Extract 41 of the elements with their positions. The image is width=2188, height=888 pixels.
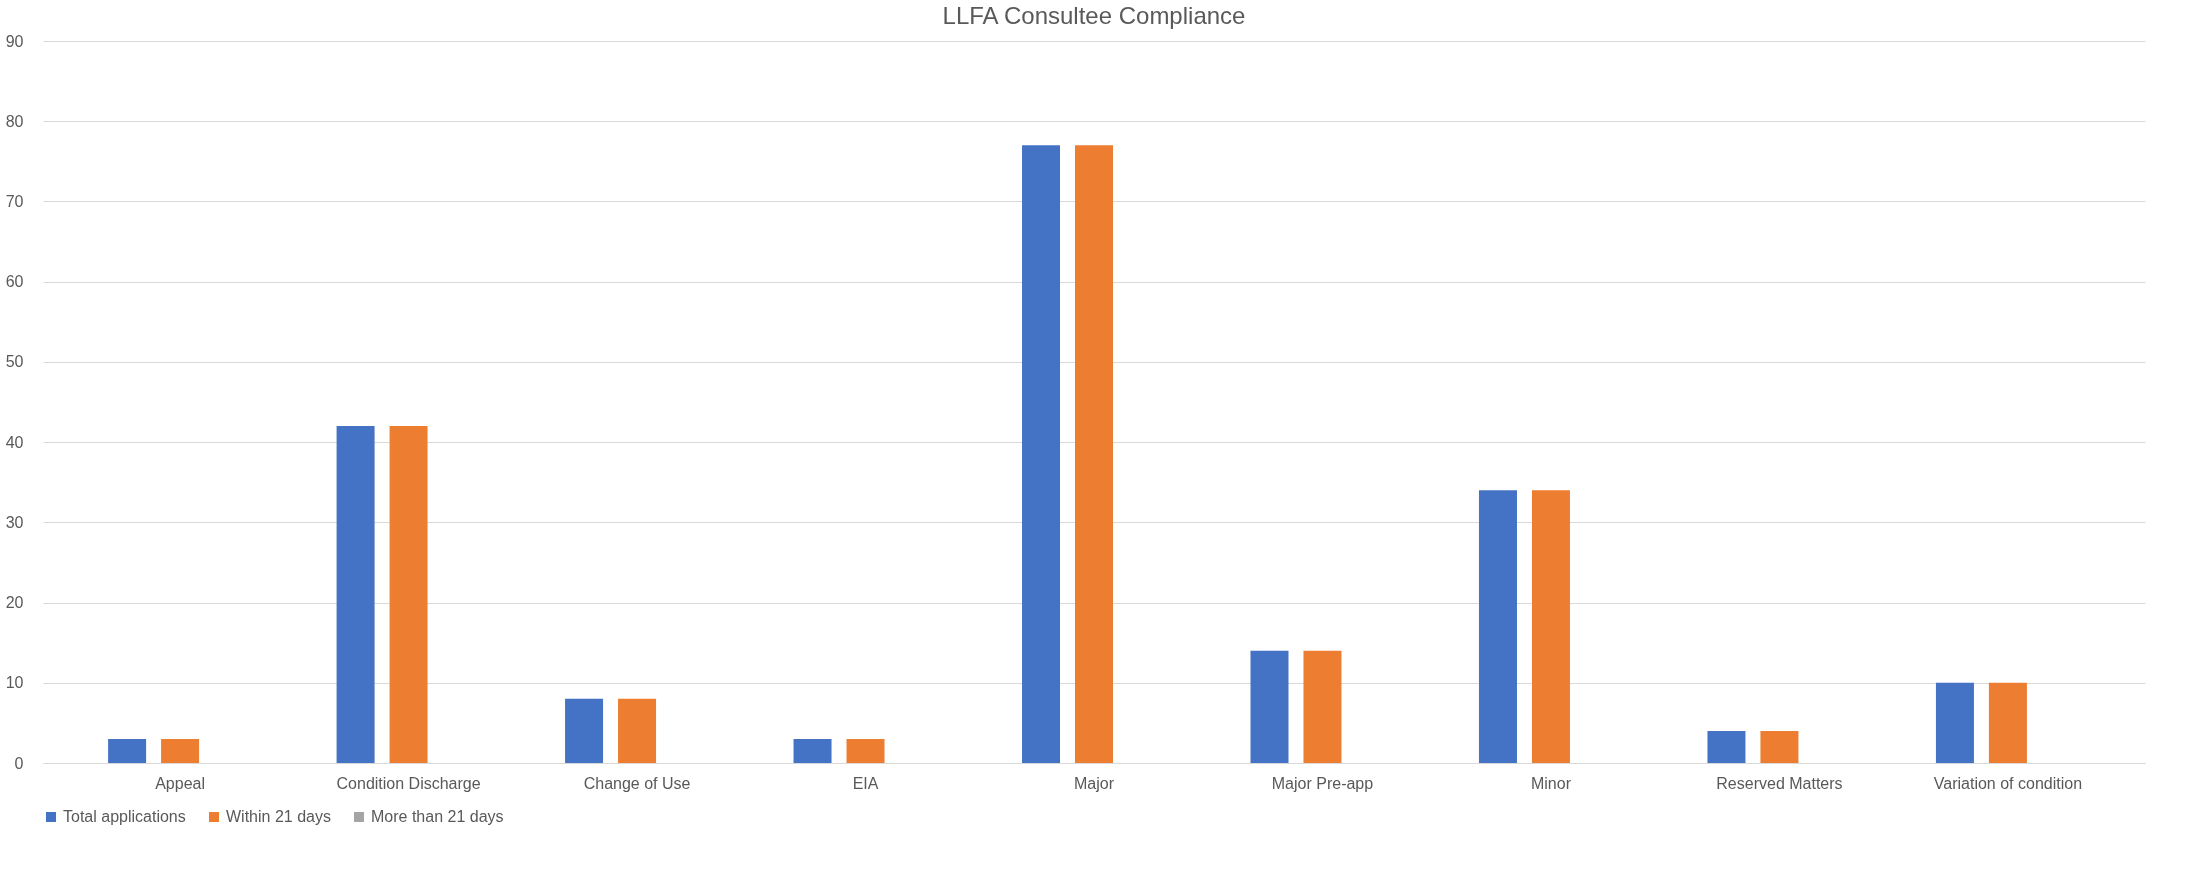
chart-title: LLFA Consultee Compliance [942, 2, 1246, 29]
x-tick-label: EIA [852, 774, 879, 792]
bar [1531, 490, 1570, 763]
bar [565, 698, 604, 763]
x-tick-label: Variation of condition [1933, 774, 2083, 792]
y-tick-label: 20 [5, 594, 24, 612]
bar [1760, 730, 1799, 763]
bar [1988, 682, 2027, 763]
bar [336, 426, 375, 763]
x-tick-label: Condition Discharge [336, 774, 481, 792]
bar [1478, 490, 1517, 763]
x-tick-label: Appeal [155, 774, 205, 792]
bar [1707, 730, 1746, 763]
bar [846, 738, 885, 763]
x-tick-label: Change of Use [583, 774, 691, 792]
y-tick-label: 10 [5, 674, 24, 692]
x-tick-label: Major Pre-app [1271, 774, 1374, 792]
y-tick-label: 70 [5, 192, 24, 210]
y-tick-label: 30 [5, 513, 24, 531]
y-tick-label: 80 [5, 112, 24, 130]
legend-label: Within 21 days [226, 808, 331, 825]
x-tick-label: Minor [1530, 774, 1572, 792]
bar [161, 738, 200, 763]
bar [108, 738, 147, 763]
bar [389, 426, 428, 763]
y-tick-label: 60 [5, 273, 24, 291]
bar [1022, 145, 1061, 763]
legend-label: More than 21 days [371, 808, 504, 825]
legend-label: Total applications [63, 808, 186, 825]
bar [1075, 145, 1113, 763]
bar [1935, 682, 1974, 763]
x-tick-label: Major [1073, 774, 1115, 792]
y-tick-label: 40 [5, 433, 24, 451]
bar [1250, 650, 1289, 763]
bar [1303, 650, 1342, 763]
y-tick-label: 0 [14, 754, 24, 772]
x-tick-label: Reserved Matters [1716, 774, 1843, 792]
y-tick-label: 50 [5, 353, 24, 371]
bar [793, 738, 832, 763]
bar [618, 698, 657, 763]
y-tick-label: 90 [5, 32, 24, 50]
